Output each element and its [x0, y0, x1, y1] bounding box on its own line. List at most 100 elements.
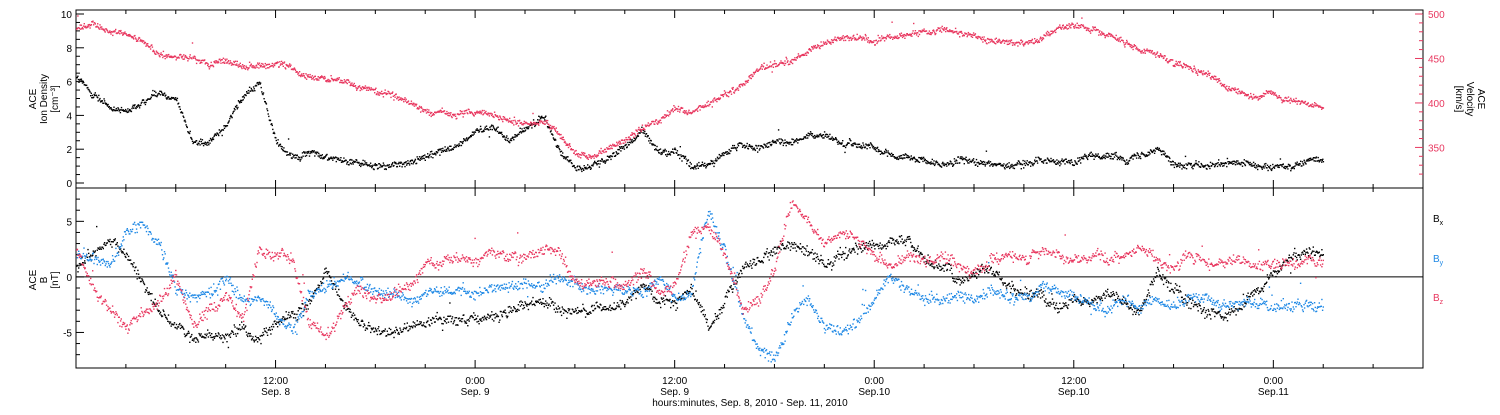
velocity-point: [522, 124, 523, 125]
velocity-point: [149, 46, 150, 47]
velocity-point: [1045, 35, 1046, 36]
bx-point: [353, 319, 354, 320]
bx-point: [142, 280, 143, 281]
velocity-point: [684, 113, 685, 114]
velocity-point: [487, 114, 488, 115]
velocity-point: [1176, 64, 1177, 65]
density-point: [526, 127, 527, 128]
velocity-point: [750, 75, 751, 76]
velocity-point: [1225, 87, 1226, 88]
density-point: [263, 92, 264, 93]
velocity-point: [586, 155, 587, 156]
density-point: [442, 148, 443, 149]
bx-point: [320, 281, 321, 282]
bx-point: [416, 324, 417, 325]
density-point: [629, 142, 630, 143]
density-point: [949, 163, 950, 164]
bx-point: [300, 308, 301, 309]
density-point: [92, 95, 93, 96]
bx-point: [99, 247, 100, 248]
density-point: [982, 162, 983, 163]
density-point: [335, 156, 336, 157]
density-point: [803, 138, 804, 139]
density-point: [1113, 154, 1114, 155]
velocity-point: [226, 59, 227, 60]
density-point: [261, 91, 262, 92]
density-point: [461, 142, 462, 143]
density-point: [568, 161, 569, 162]
velocity-point: [181, 57, 182, 58]
density-point: [680, 154, 681, 155]
density-point: [1097, 155, 1098, 156]
velocity-point: [408, 100, 409, 101]
bx-point: [301, 308, 302, 309]
velocity-point: [393, 96, 394, 97]
density-point: [1029, 161, 1030, 162]
density-point: [447, 147, 448, 148]
density-point: [513, 139, 514, 140]
velocity-point: [276, 63, 277, 64]
bx-point: [389, 328, 390, 329]
density-point: [1105, 158, 1106, 159]
density-point: [198, 143, 199, 144]
velocity-point: [946, 27, 947, 28]
velocity-point: [989, 39, 990, 40]
velocity-point: [162, 54, 163, 55]
velocity-point: [555, 131, 556, 132]
velocity-point: [734, 92, 735, 93]
density-point: [471, 134, 472, 135]
density-point: [431, 151, 432, 152]
velocity-point: [1188, 66, 1189, 67]
density-point: [904, 155, 905, 156]
density-point: [370, 163, 371, 164]
velocity-point: [482, 110, 483, 111]
density-point: [270, 120, 271, 121]
density-point: [625, 144, 626, 145]
velocity-point: [128, 34, 129, 35]
density-point: [1124, 161, 1125, 162]
bx-point: [413, 325, 414, 326]
density-point: [656, 149, 657, 150]
density-point: [574, 165, 575, 166]
velocity-point: [143, 40, 144, 41]
velocity-point: [1308, 102, 1309, 103]
velocity-point: [1029, 42, 1030, 43]
density-point: [346, 163, 347, 164]
density-point: [755, 150, 756, 151]
density-point: [94, 95, 95, 96]
velocity-point: [1082, 24, 1083, 25]
density-point: [336, 161, 337, 162]
velocity-point: [256, 67, 257, 68]
density-point: [1109, 156, 1110, 157]
density-point: [286, 151, 287, 152]
velocity-point: [1249, 96, 1250, 97]
density-point: [203, 145, 204, 146]
density-point: [749, 144, 750, 145]
density-point: [231, 117, 232, 118]
density-point: [81, 80, 82, 81]
density-point: [752, 146, 753, 147]
velocity-point: [1131, 45, 1132, 46]
density-point: [990, 161, 991, 162]
velocity-point: [261, 65, 262, 66]
velocity-point: [376, 93, 377, 94]
density-point: [1007, 163, 1008, 164]
velocity-point: [165, 55, 166, 56]
velocity-point: [575, 150, 576, 151]
bx-point: [360, 325, 361, 326]
density-point: [471, 136, 472, 137]
velocity-point: [656, 119, 657, 120]
bx-point: [338, 289, 339, 290]
velocity-point: [678, 106, 679, 107]
velocity-point: [550, 125, 551, 126]
velocity-point: [742, 85, 743, 86]
density-point: [1079, 157, 1080, 158]
density-point: [659, 149, 660, 150]
density-point: [627, 146, 628, 147]
velocity-point: [1050, 31, 1051, 32]
bx-point: [191, 334, 192, 335]
velocity-point: [378, 94, 379, 95]
velocity-point: [1115, 38, 1116, 39]
density-point: [632, 142, 633, 143]
